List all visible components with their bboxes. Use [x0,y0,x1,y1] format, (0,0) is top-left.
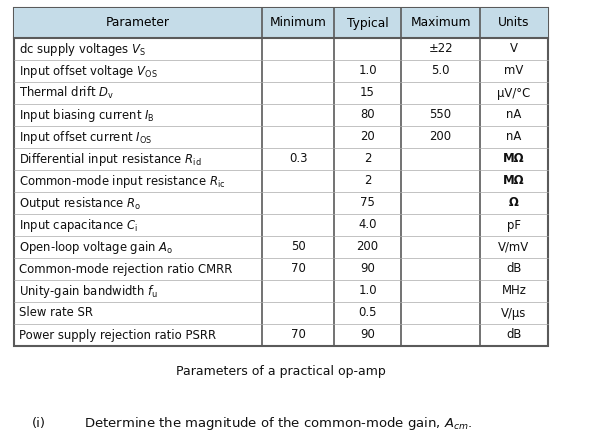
Text: 75: 75 [360,197,375,210]
Text: Open-loop voltage gain $A_\mathrm{o}$: Open-loop voltage gain $A_\mathrm{o}$ [19,239,173,256]
Text: 1.0: 1.0 [358,285,377,297]
Text: 200: 200 [429,131,452,144]
Text: μV/°C: μV/°C [497,87,530,99]
Text: Typical: Typical [347,17,388,29]
Bar [14,8,548,38]
Text: 1.0: 1.0 [358,65,377,78]
Text: Units: Units [498,17,530,29]
Text: dB: dB [506,329,522,342]
Text: 0.5: 0.5 [358,306,377,319]
Text: ±22: ±22 [428,42,453,55]
Text: Slew rate SR: Slew rate SR [19,306,93,319]
Text: Input capacitance $C_\mathrm{i}$: Input capacitance $C_\mathrm{i}$ [19,216,138,234]
Text: V: V [510,42,518,55]
Text: MHz: MHz [501,285,526,297]
Text: Common-mode rejection ratio CMRR: Common-mode rejection ratio CMRR [19,263,232,276]
Text: pF: pF [507,219,521,231]
Text: MΩ: MΩ [503,174,525,187]
Text: Differential input resistance $R_\mathrm{id}$: Differential input resistance $R_\mathrm… [19,150,202,168]
Text: V/μs: V/μs [501,306,527,319]
Text: (i): (i) [32,417,46,429]
Text: 0.3: 0.3 [289,153,307,165]
Text: Input biasing current $I_\mathrm{B}$: Input biasing current $I_\mathrm{B}$ [19,107,155,124]
Text: Minimum: Minimum [270,17,326,29]
Text: MΩ: MΩ [503,153,525,165]
Text: Parameter: Parameter [106,17,170,29]
Text: dB: dB [506,263,522,276]
Text: V/mV: V/mV [498,240,530,253]
Text: nA: nA [506,131,522,144]
Text: Unity-gain bandwidth $f_\mathrm{u}$: Unity-gain bandwidth $f_\mathrm{u}$ [19,282,158,300]
Text: 2: 2 [364,153,371,165]
Text: 90: 90 [360,263,375,276]
Text: nA: nA [506,108,522,121]
Text: Parameters of a practical op-amp: Parameters of a practical op-amp [176,364,386,377]
Text: Output resistance $R_\mathrm{o}$: Output resistance $R_\mathrm{o}$ [19,194,141,211]
Text: Thermal drift $D_\mathrm{v}$: Thermal drift $D_\mathrm{v}$ [19,85,114,101]
Text: Power supply rejection ratio PSRR: Power supply rejection ratio PSRR [19,329,216,342]
Text: 50: 50 [291,240,305,253]
Text: 20: 20 [360,131,375,144]
Text: Ω: Ω [509,197,519,210]
Text: 4.0: 4.0 [358,219,377,231]
Text: 15: 15 [360,87,375,99]
Text: Determine the magnitude of the common-mode gain, $A_{cm}$.: Determine the magnitude of the common-mo… [84,414,473,431]
Text: dc supply voltages $V_\mathrm{S}$: dc supply voltages $V_\mathrm{S}$ [19,41,146,58]
Bar [14,8,548,346]
Text: Input offset current $I_\mathrm{OS}$: Input offset current $I_\mathrm{OS}$ [19,128,152,145]
Text: 550: 550 [429,108,452,121]
Text: 2: 2 [364,174,371,187]
Text: 90: 90 [360,329,375,342]
Text: mV: mV [504,65,524,78]
Text: Input offset voltage $V_\mathrm{OS}$: Input offset voltage $V_\mathrm{OS}$ [19,62,158,79]
Text: 5.0: 5.0 [431,65,450,78]
Text: 200: 200 [356,240,379,253]
Text: Common-mode input resistance $R_\mathrm{ic}$: Common-mode input resistance $R_\mathrm{… [19,173,226,190]
Text: 70: 70 [291,263,305,276]
Text: 80: 80 [360,108,375,121]
Text: Maximum: Maximum [410,17,471,29]
Text: 70: 70 [291,329,305,342]
